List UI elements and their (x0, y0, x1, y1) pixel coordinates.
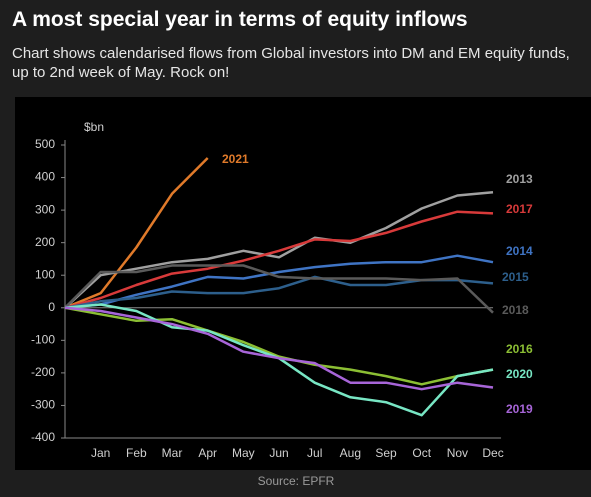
y-tick-label: 200 (35, 235, 55, 249)
x-tick-label: Dec (482, 446, 503, 460)
series-label: 2015 (502, 270, 529, 284)
series-line (64, 254, 494, 310)
x-tick-label: Nov (447, 446, 468, 460)
series-line (64, 157, 209, 309)
series-label: 2017 (506, 202, 533, 216)
x-tick-label: Apr (198, 446, 217, 460)
x-tick-label: Jul (307, 446, 322, 460)
y-tick-label: 500 (35, 137, 55, 151)
y-axis-label: $bn (84, 120, 104, 134)
x-tick-label: Jan (91, 446, 110, 460)
x-tick-label: Oct (412, 446, 431, 460)
y-tick-label: -300 (31, 398, 55, 412)
x-tick-label: Jun (269, 446, 288, 460)
x-tick-label: Mar (162, 446, 183, 460)
series-label: 2020 (506, 367, 533, 381)
series-label: 2021 (222, 152, 249, 166)
series-label: 2019 (506, 402, 533, 416)
y-tick-label: 0 (48, 300, 55, 314)
x-tick-label: May (232, 446, 255, 460)
series-line (64, 306, 494, 391)
series-label: 2016 (506, 342, 533, 356)
y-tick-label: -100 (31, 333, 55, 347)
y-tick-label: -400 (31, 430, 55, 444)
series-label: 2018 (502, 303, 529, 317)
y-tick-label: -200 (31, 365, 55, 379)
series-line (64, 190, 494, 309)
source: Source: EPFR (258, 474, 335, 488)
series-label: 2013 (506, 172, 533, 186)
series-line (64, 264, 494, 314)
series-line (64, 306, 494, 386)
x-tick-label: Feb (126, 446, 147, 460)
chart-title: A most special year in terms of equity i… (12, 8, 468, 31)
chart-subtitle: Chart shows calendarised flows from Glob… (12, 45, 570, 81)
x-tick-label: Sep (375, 446, 397, 460)
series-line (64, 210, 494, 310)
y-tick-label: 300 (35, 202, 55, 216)
y-tick-label: 400 (35, 170, 55, 184)
y-tick-label: 100 (35, 267, 55, 281)
series-label: 2014 (506, 244, 533, 258)
x-tick-label: Aug (340, 446, 361, 460)
plot-panel (15, 97, 591, 470)
